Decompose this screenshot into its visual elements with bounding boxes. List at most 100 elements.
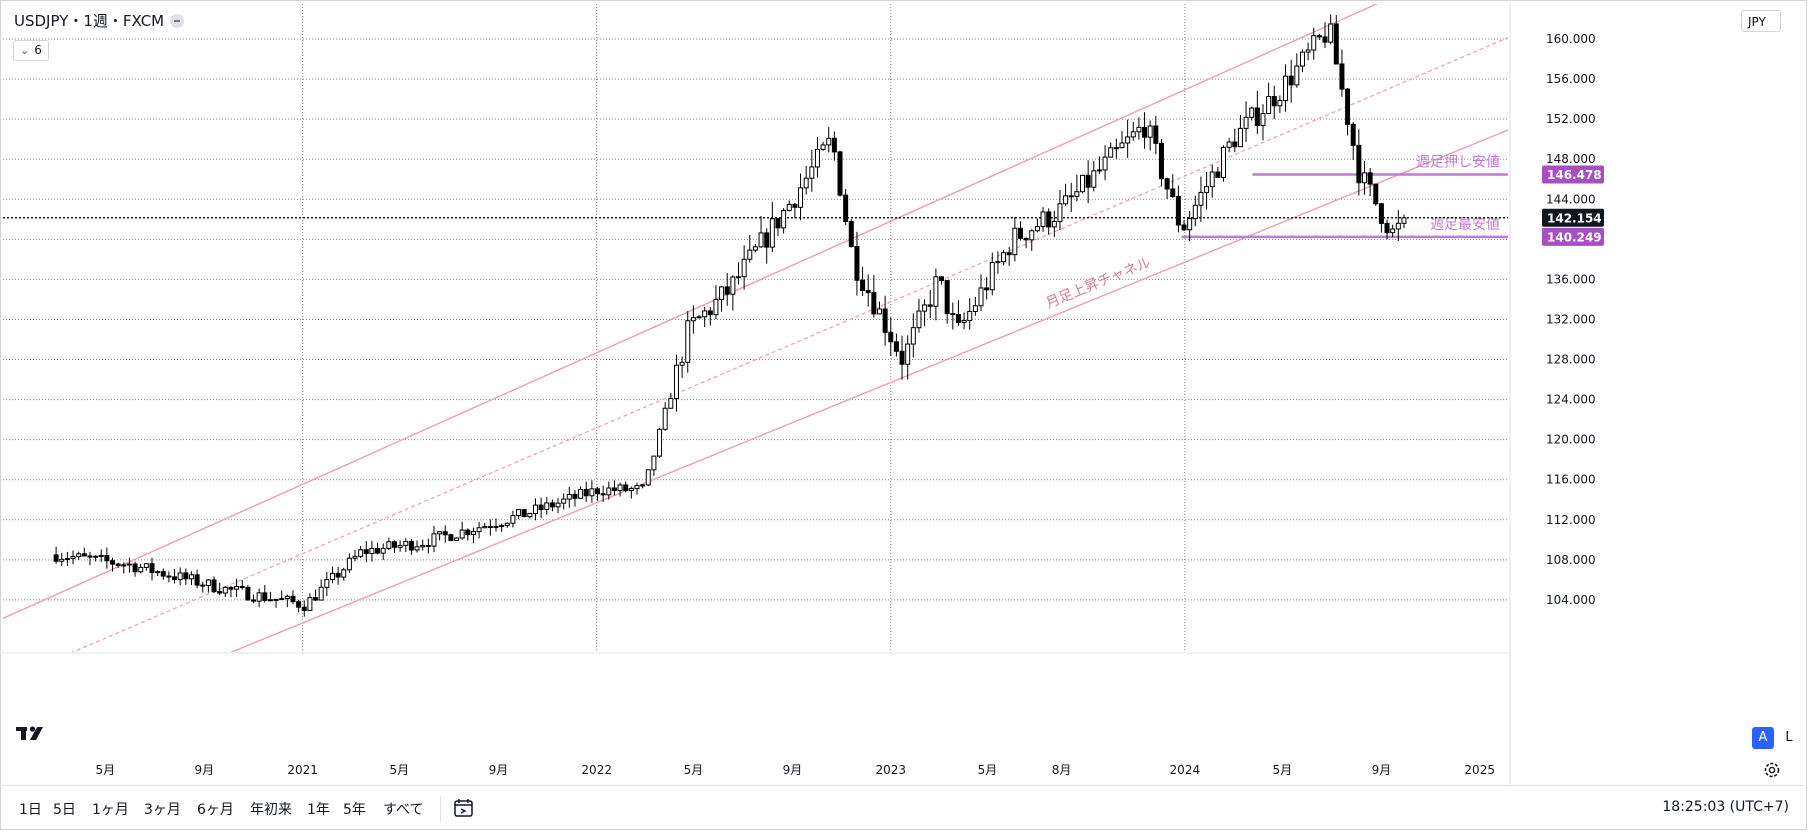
chevron-down-icon[interactable]: ⌄ bbox=[20, 44, 30, 57]
range-3m-button[interactable]: 3ヶ月 bbox=[144, 802, 181, 818]
candle-up bbox=[341, 569, 347, 578]
candle-down bbox=[944, 280, 950, 315]
candle-down bbox=[363, 549, 369, 554]
range-1y-button[interactable]: 1年 bbox=[307, 802, 330, 818]
channel-lower-line bbox=[229, 129, 1508, 652]
candle-down bbox=[600, 493, 606, 496]
goto-date-calendar-icon[interactable] bbox=[452, 796, 476, 820]
channel-layer: 月足上昇チャネル bbox=[3, 4, 1508, 652]
candle-down bbox=[1175, 195, 1181, 226]
candle-up bbox=[690, 317, 696, 322]
candle-down bbox=[1333, 23, 1339, 65]
candle-down bbox=[110, 560, 116, 565]
candle-down bbox=[939, 276, 945, 282]
candle-up bbox=[651, 455, 657, 471]
candle-up bbox=[1012, 227, 1018, 256]
range-1d-button[interactable]: 1日 bbox=[19, 802, 42, 818]
candle-up bbox=[470, 531, 476, 536]
candle-up bbox=[803, 177, 809, 189]
hide-icon[interactable] bbox=[170, 13, 185, 28]
candle-down bbox=[955, 314, 961, 323]
candle-up bbox=[578, 489, 584, 499]
range-5d-button[interactable]: 5日 bbox=[53, 802, 76, 818]
y-tick-label: 144.000 bbox=[1546, 192, 1596, 206]
candle-up bbox=[121, 564, 127, 567]
candle-up bbox=[318, 586, 324, 601]
candle-up bbox=[329, 572, 335, 581]
price-badge-label: 142.154 bbox=[1547, 211, 1602, 225]
currency-selector[interactable]: JPY bbox=[1741, 10, 1781, 32]
candle-down bbox=[425, 544, 431, 547]
candle-up bbox=[1221, 146, 1226, 178]
indicator-count: 6 bbox=[34, 43, 42, 57]
candle-up bbox=[1277, 100, 1283, 107]
auto-scale-button[interactable]: A bbox=[1752, 727, 1774, 749]
chart-legend[interactable]: USDJPY・1週・FXCM bbox=[14, 10, 185, 31]
bottom-toolbar: 1日 5日 1ヶ月 3ヶ月 6ヶ月 年初来 1年 5年 すべて 18:25:03… bbox=[0, 785, 1807, 831]
candle-up bbox=[910, 327, 916, 345]
candle-up bbox=[820, 144, 826, 150]
x-tick-label: 2022 bbox=[581, 763, 612, 777]
y-tick-label: 136.000 bbox=[1546, 272, 1596, 286]
candle-down bbox=[487, 526, 493, 529]
y-tick-label: 116.000 bbox=[1546, 473, 1596, 487]
candle-up bbox=[386, 541, 392, 549]
candle-down bbox=[837, 151, 843, 196]
range-5y-button[interactable]: 5年 bbox=[343, 802, 366, 818]
candle-up bbox=[1260, 113, 1266, 127]
candle-down bbox=[1350, 123, 1356, 146]
price-badge bbox=[1542, 208, 1604, 227]
tradingview-logo-icon[interactable] bbox=[16, 724, 52, 742]
candle-up bbox=[679, 361, 685, 366]
candle-up bbox=[527, 513, 533, 518]
log-scale-button[interactable]: L bbox=[1785, 730, 1793, 745]
candle-up bbox=[493, 526, 499, 529]
candle-up bbox=[814, 148, 820, 168]
candle-up bbox=[730, 276, 736, 295]
x-tick-label: 9月 bbox=[1372, 763, 1392, 777]
x-tick-label: 2023 bbox=[875, 763, 906, 777]
symbol-title[interactable]: USDJPY・1週・FXCM bbox=[14, 12, 165, 30]
x-tick-label: 9月 bbox=[489, 763, 509, 777]
y-tick-label: 108.000 bbox=[1546, 553, 1596, 567]
candle-up bbox=[70, 556, 76, 560]
candle-down bbox=[335, 572, 341, 578]
candle-down bbox=[290, 595, 296, 603]
candle-up bbox=[1243, 116, 1249, 129]
range-all-button[interactable]: すべて bbox=[383, 802, 424, 818]
candle-down bbox=[1164, 178, 1170, 190]
candle-down bbox=[792, 203, 798, 208]
range-6m-button[interactable]: 6ヶ月 bbox=[197, 802, 234, 818]
candle-down bbox=[228, 586, 234, 590]
candle-up bbox=[1108, 147, 1114, 158]
candles-layer bbox=[53, 14, 1407, 617]
candle-up bbox=[143, 563, 149, 568]
candle-up bbox=[905, 343, 911, 365]
candle-up bbox=[476, 527, 482, 533]
settings-gear-icon[interactable] bbox=[1761, 759, 1783, 781]
candle-up bbox=[324, 579, 330, 588]
y-tick-label: 112.000 bbox=[1546, 513, 1596, 527]
candle-up bbox=[1130, 131, 1136, 138]
candle-up bbox=[256, 592, 262, 602]
y-tick-label: 132.000 bbox=[1546, 312, 1596, 326]
range-1m-button[interactable]: 1ヶ月 bbox=[92, 802, 129, 818]
y-tick-label: 152.000 bbox=[1546, 112, 1596, 126]
candle-down bbox=[549, 502, 555, 508]
candle-down bbox=[1322, 36, 1328, 43]
candle-down bbox=[160, 571, 166, 577]
candle-down bbox=[1006, 252, 1012, 256]
clock-readout[interactable]: 18:25:03 (UTC+7) bbox=[1662, 799, 1789, 815]
x-tick-label: 8月 bbox=[1052, 763, 1072, 777]
indicator-toggle[interactable]: ⌄ 6 bbox=[13, 40, 49, 61]
candle-down bbox=[104, 555, 110, 562]
level-label: 週足押し安値 bbox=[1416, 154, 1500, 170]
range-ytd-button[interactable]: 年初来 bbox=[250, 802, 292, 818]
candle-down bbox=[595, 488, 601, 495]
candle-up bbox=[177, 572, 183, 581]
candle-down bbox=[1367, 172, 1373, 185]
candle-up bbox=[1034, 226, 1040, 232]
candle-down bbox=[583, 489, 589, 497]
candle-down bbox=[1068, 195, 1074, 198]
